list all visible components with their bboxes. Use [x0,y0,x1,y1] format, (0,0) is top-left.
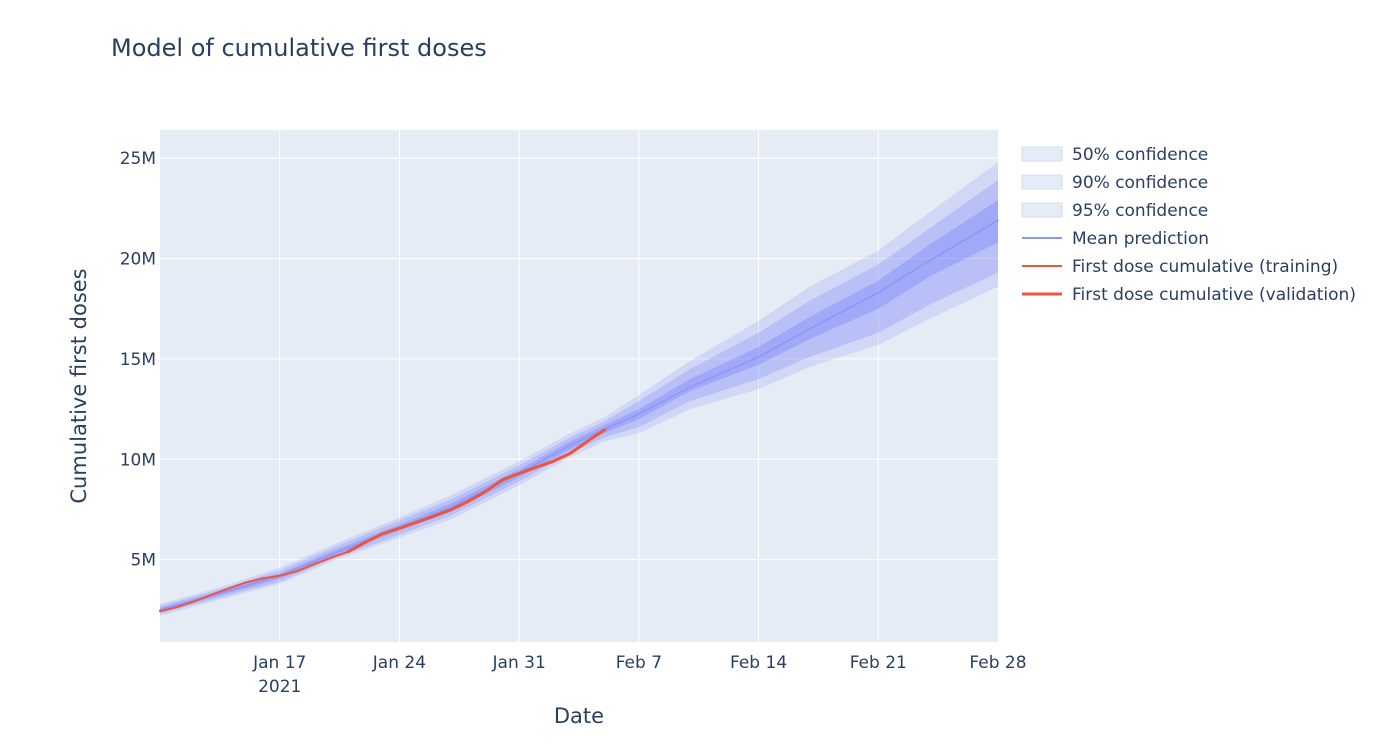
legend-item-first-dose-cumulative-validation[interactable]: First dose cumulative (validation) [1022,285,1356,305]
y-tick-label: 10M [120,450,156,470]
x-axis-ticks: Jan 17 2021 Jan 24 Jan 31 Feb 7 Feb 14 Feb 21 F… [252,653,1026,697]
legend-label: Mean prediction [1072,229,1209,249]
series-lines [159,219,999,613]
legend-label: First dose cumulative (validation) [1072,285,1356,305]
legend-label: 50% confidence [1072,145,1208,165]
legend-label: 95% confidence [1072,201,1208,221]
x-tick-label: Feb 7 [616,653,662,673]
legend-swatch [1021,202,1063,218]
y-tick-label: 15M [120,350,156,370]
x-axis-title: Date [554,704,604,728]
y-tick-label: 25M [120,149,156,169]
y-axis-ticks: 5M 10M 15M 20M 25M [120,149,156,571]
legend-item-mean-prediction[interactable]: Mean prediction [1022,229,1209,249]
x-tick-label: Jan 24 [372,653,426,673]
x-tick-label: Jan 17 [252,653,306,673]
legend-label: First dose cumulative (training) [1072,257,1338,277]
y-axis-title: Cumulative first doses [67,268,91,503]
legend-item-first-dose-cumulative-training[interactable]: First dose cumulative (training) [1022,257,1338,277]
legend-item-90-confidence[interactable]: 90% confidence [1021,173,1208,193]
legend-item-50-confidence[interactable]: 50% confidence [1021,145,1208,165]
legend-label: 90% confidence [1072,173,1208,193]
x-tick-label: Jan 31 [492,653,546,673]
x-tick-label: Feb 21 [850,653,907,673]
y-tick-label: 20M [120,250,156,270]
x-tick-label: Feb 14 [730,653,787,673]
plot-area [160,130,998,642]
legend-swatch [1021,174,1063,190]
x-tick-label: Feb 28 [969,653,1026,673]
grid-lines [160,130,998,642]
chart-title: Model of cumulative first doses [111,34,487,62]
y-tick-label: 5M [131,551,156,571]
legend: 50% confidence 90% confidence 95% confiden… [1021,145,1356,305]
legend-item-95-confidence[interactable]: 95% confidence [1021,201,1208,221]
legend-swatch [1021,146,1063,162]
line-mean-prediction [159,219,999,611]
line-first-dose-cumulative-validation [346,428,607,554]
x-tick-sublabel: 2021 [258,677,301,697]
